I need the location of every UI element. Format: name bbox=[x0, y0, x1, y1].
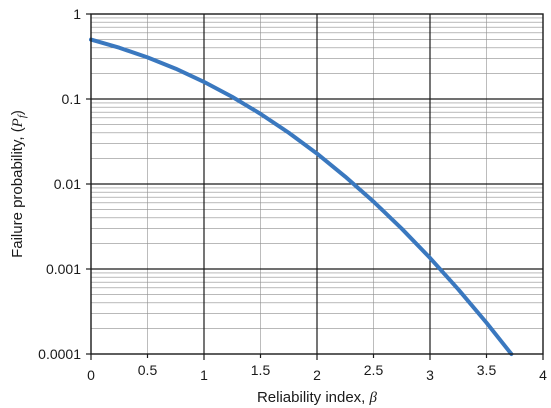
x-axis-label: Reliability index, β bbox=[257, 389, 378, 406]
x-tick-labels: 0 0.5 1 1.5 2 2.5 3 3.5 4 bbox=[87, 354, 547, 383]
y-tick-label: 1 bbox=[73, 6, 81, 22]
y-tick-label: 0.01 bbox=[54, 176, 81, 192]
x-tick-label: 0.5 bbox=[138, 362, 158, 378]
x-axis-label-symbol: β bbox=[369, 390, 378, 406]
y-tick-labels: 0.0001 0.001 0.01 0.1 1 bbox=[38, 6, 91, 362]
x-tick-label: 2 bbox=[313, 367, 321, 383]
major-grid bbox=[91, 14, 543, 354]
x-tick-label: 2.5 bbox=[364, 362, 384, 378]
x-tick-label: 4 bbox=[539, 367, 547, 383]
series-line bbox=[89, 37, 514, 356]
series-layer bbox=[89, 37, 514, 356]
y-tick-label: 0.001 bbox=[46, 261, 81, 277]
y-tick-label: 0.1 bbox=[62, 91, 82, 107]
x-tick-label: 1.5 bbox=[251, 362, 271, 378]
y-axis-label-suffix: ) bbox=[9, 110, 26, 115]
y-tick-label: 0.0001 bbox=[38, 346, 81, 362]
x-tick-label: 3.5 bbox=[477, 362, 497, 378]
y-axis-label-subscript: f bbox=[16, 113, 28, 118]
y-axis-label: Failure probability, (Pf) bbox=[9, 110, 28, 258]
x-axis-label-text: Reliability index, bbox=[257, 389, 370, 406]
x-tick-label: 1 bbox=[200, 367, 208, 383]
x-tick-label: 3 bbox=[426, 367, 434, 383]
x-tick-label: 0 bbox=[87, 367, 95, 383]
y-axis-label-text: Failure probability, ( bbox=[9, 127, 26, 258]
y-axis-label-symbol: P bbox=[10, 118, 26, 128]
